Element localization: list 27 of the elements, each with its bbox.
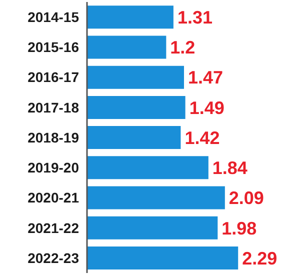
data-label: 1.31 [177, 8, 212, 28]
y-tick-label: 2016-17 [28, 69, 80, 86]
data-label: 1.42 [184, 128, 220, 148]
y-tick-label: 2021-22 [28, 220, 80, 236]
bar [87, 246, 238, 270]
y-tick-label: 2022-23 [28, 250, 80, 266]
data-label: 1.49 [189, 98, 224, 118]
bar [87, 6, 174, 29]
data-label: 1.84 [212, 158, 248, 178]
bar [87, 156, 208, 180]
bar [87, 126, 181, 150]
data-label: 2.29 [242, 248, 278, 268]
bar [87, 66, 184, 89]
bar [87, 96, 186, 119]
data-label: 2.09 [228, 188, 264, 208]
y-tick-label: 2018-19 [28, 129, 80, 146]
y-tick-label: 2015-16 [28, 39, 80, 56]
bar [87, 186, 225, 210]
y-tick-label: 2014-15 [28, 9, 80, 26]
data-label: 1.47 [188, 68, 224, 88]
data-label: 1.2 [170, 38, 196, 58]
bar [87, 216, 218, 240]
bar [87, 36, 166, 59]
y-tick-label: 2020-21 [28, 190, 80, 206]
y-tick-label: 2019-20 [28, 160, 80, 176]
y-tick-label: 2017-18 [28, 99, 80, 116]
data-label: 1.98 [222, 218, 257, 238]
